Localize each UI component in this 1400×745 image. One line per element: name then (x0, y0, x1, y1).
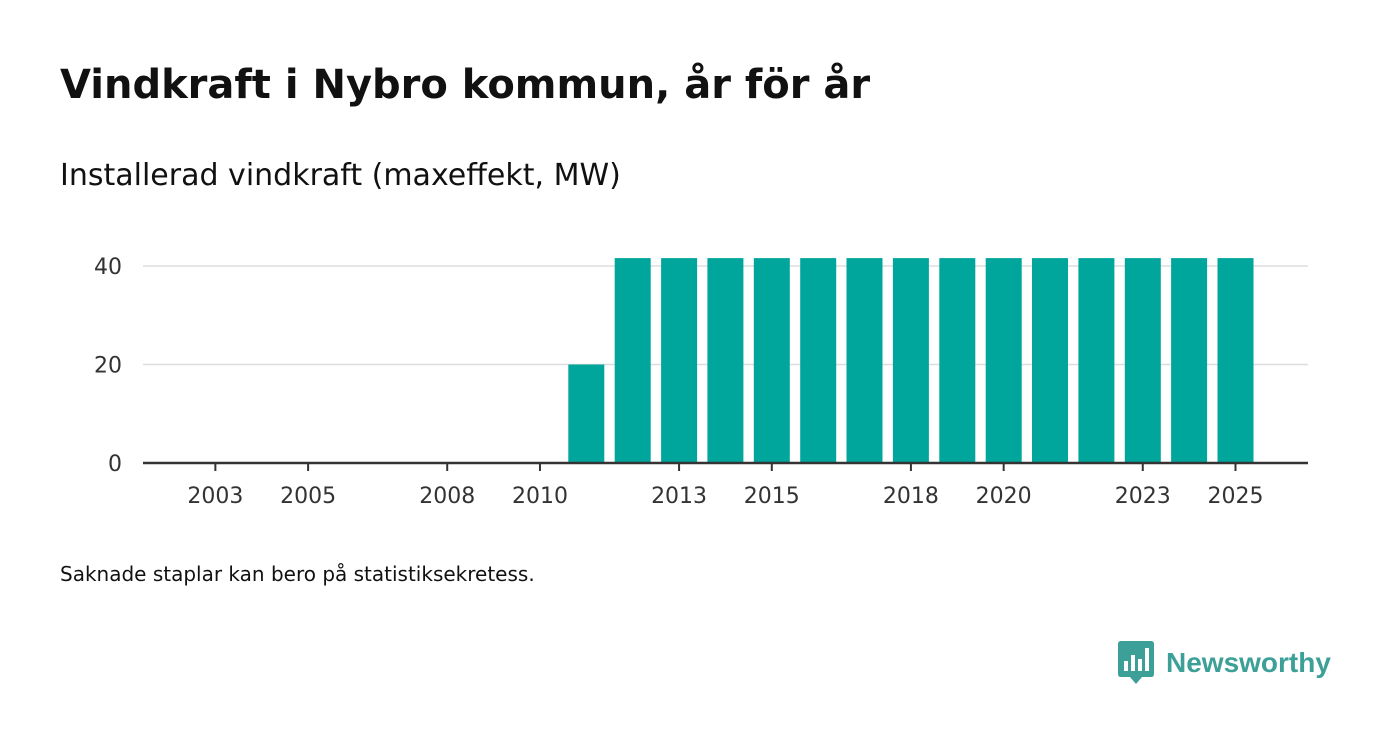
bar-2024 (1171, 258, 1208, 463)
bars (568, 258, 1254, 463)
bar-2018 (892, 258, 929, 463)
x-tick-label: 2025 (1208, 484, 1264, 509)
bar-2013 (661, 258, 698, 463)
bar-2020 (985, 258, 1022, 463)
bar-2015 (753, 258, 790, 463)
brand-name: Newsworthy (1166, 647, 1331, 678)
x-tick-label: 2003 (187, 484, 243, 509)
x-tick-label: 2008 (419, 484, 475, 509)
chart-subtitle: Installerad vindkraft (maxeffekt, MW) (60, 158, 621, 193)
footnote: Saknade staplar kan bero på statistiksek… (60, 562, 535, 586)
bar-2025 (1217, 258, 1254, 463)
x-tick-label: 2020 (976, 484, 1032, 509)
x-tick-label: 2013 (651, 484, 707, 509)
bar-2017 (846, 258, 883, 463)
bar-2022 (1078, 258, 1115, 463)
y-tick-label: 40 (94, 255, 122, 280)
bar-2021 (1032, 258, 1068, 463)
bar-2014 (707, 258, 744, 463)
x-axis (143, 461, 1308, 471)
x-tick-label: 2018 (883, 484, 939, 509)
bar-2012 (614, 258, 651, 463)
x-tick-label: 2023 (1115, 484, 1171, 509)
chart-title: Vindkraft i Nybro kommun, år för år (60, 62, 871, 108)
y-tick-label: 20 (94, 354, 122, 379)
x-tick-label: 2005 (280, 484, 336, 509)
x-tick-label: 2010 (512, 484, 568, 509)
x-tick-label: 2015 (744, 484, 800, 509)
y-tick-label: 0 (108, 452, 122, 477)
bar-2016 (800, 258, 837, 463)
newsworthy-logo-icon (1118, 641, 1154, 684)
bar-2019 (939, 258, 976, 463)
bar-2011 (568, 364, 605, 463)
tick-labels: 0 20 40 2003 2005 2008 2010 2013 2015 2018 2020 202… (94, 255, 1264, 509)
brand-logo: Newsworthy (1118, 640, 1331, 686)
bar-2023 (1124, 258, 1161, 463)
